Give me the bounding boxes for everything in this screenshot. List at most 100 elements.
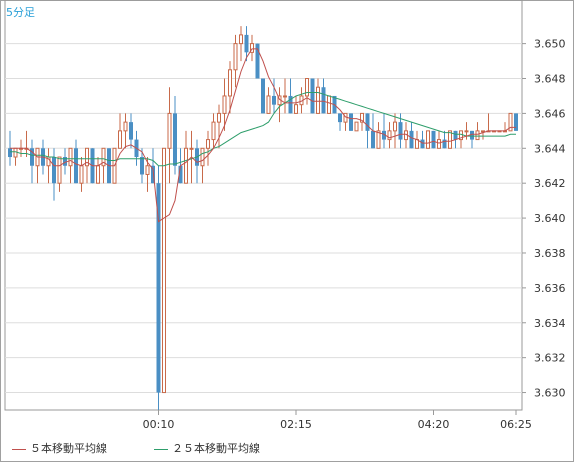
candle-body-up — [376, 130, 381, 149]
candle-body-down — [288, 95, 293, 114]
candle-body-up — [167, 112, 172, 149]
candle-body-down — [261, 78, 265, 114]
candle-body-down — [338, 113, 342, 123]
candle-body-up — [101, 147, 106, 167]
candle-body-down — [442, 139, 447, 149]
y-tick-label: 3.642 — [534, 177, 566, 190]
candle-body-up — [283, 95, 287, 98]
candle-body-down — [398, 122, 403, 140]
candle-body-up — [239, 34, 243, 45]
y-tick-label: 3.640 — [534, 212, 566, 225]
x-tick-label: 02:15 — [280, 418, 312, 431]
candle-body-down — [409, 130, 414, 149]
candle-body-up — [123, 121, 128, 132]
candle-body-up — [217, 112, 221, 123]
candle-body-down — [63, 157, 67, 166]
candle-body-down — [156, 183, 161, 393]
candle-body-up — [360, 112, 364, 123]
y-tick-label: 3.650 — [534, 38, 566, 51]
y-tick-label: 3.638 — [534, 247, 566, 260]
candle-body-up — [415, 139, 419, 149]
y-tick-label: 3.636 — [534, 282, 566, 295]
candle-body-up — [57, 156, 62, 184]
candle-body-up — [387, 130, 392, 141]
candle-body-up — [316, 86, 320, 114]
x-tick-label: 00:10 — [143, 418, 175, 431]
moving-averages — [10, 48, 516, 223]
candle-body-up — [85, 147, 89, 167]
candle-body-down — [420, 139, 425, 149]
candle-body-down — [74, 148, 78, 184]
candle-body-up — [118, 130, 122, 149]
candle-body-down — [470, 130, 474, 140]
candle-body-down — [453, 130, 458, 140]
legend-item-ma25: ２５本移動平均線 — [154, 440, 260, 456]
y-tick-label: 3.648 — [534, 73, 566, 86]
plot-area — [4, 0, 523, 411]
y-tick-label: 3.632 — [534, 352, 566, 365]
candle-body-up — [13, 147, 18, 158]
legend-label-ma5: ５本移動平均線 — [30, 442, 107, 455]
y-tick-label: 3.644 — [534, 142, 566, 155]
candle-body-up — [79, 165, 84, 184]
x-tick-label: 04:20 — [418, 418, 450, 431]
candles — [8, 26, 518, 410]
candle-body-up — [222, 95, 227, 114]
ma25-line — [10, 92, 516, 167]
candle-body-down — [151, 165, 155, 184]
candle-body-up — [327, 95, 331, 114]
candle-body-down — [272, 95, 276, 105]
candle-body-up — [233, 43, 238, 71]
candle-body-down — [514, 113, 518, 131]
candle-body-up — [184, 147, 188, 184]
candle-body-up — [305, 78, 309, 97]
candle-body-down — [431, 130, 436, 149]
candle-body-down — [178, 165, 183, 184]
candle-body-down — [365, 113, 370, 131]
candle-body-down — [173, 113, 177, 166]
ma5-line — [10, 48, 516, 223]
y-tick-label: 3.630 — [534, 387, 566, 400]
candle-body-down — [349, 113, 353, 131]
x-tick-label: 06:25 — [500, 418, 532, 431]
candle-body-up — [228, 69, 232, 97]
candle-body-down — [30, 148, 34, 166]
candle-body-up — [448, 130, 452, 149]
candle-body-up — [343, 112, 348, 123]
y-tick-label: 3.646 — [534, 107, 566, 120]
candle-body-up — [200, 147, 205, 167]
candle-body-up — [96, 165, 100, 184]
candle-body-up — [145, 165, 150, 175]
candle-body-up — [294, 104, 298, 114]
candle-body-up — [437, 139, 441, 149]
candle-body-down — [321, 87, 326, 114]
legend-item-ma5: ５本移動平均線 — [12, 440, 107, 456]
candle-body-up — [250, 43, 254, 53]
candle-body-up — [211, 121, 216, 141]
candle-body-down — [371, 130, 375, 149]
candle-body-up — [162, 147, 166, 394]
candle-body-down — [310, 78, 315, 114]
candle-body-up — [206, 139, 210, 149]
candle-body-up — [266, 95, 271, 114]
candle-body-down — [140, 157, 144, 175]
candle-body-down — [129, 122, 133, 140]
candle-body-up — [393, 121, 397, 132]
candle-body-up — [475, 130, 480, 141]
y-tick-label: 3.634 — [534, 317, 566, 330]
candle-body-up — [68, 147, 73, 167]
candle-body-up — [354, 121, 359, 132]
legend-label-ma25: ２５本移動平均線 — [172, 442, 260, 455]
candle-body-up — [189, 147, 194, 150]
candle-body-up — [426, 130, 430, 149]
candle-body-up — [481, 130, 485, 133]
legend-swatch-ma5 — [12, 448, 26, 450]
candle-body-up — [464, 130, 469, 133]
x-axis-ticks: 00:10 02:15 04:20 06:25 — [143, 410, 532, 431]
candle-body-down — [8, 148, 12, 158]
y-axis-ticks: 3.630 3.632 3.634 3.636 3.638 3.640 3.642 3.644… — [522, 38, 566, 400]
candle-body-down — [52, 157, 56, 184]
candle-body-up — [508, 112, 513, 132]
